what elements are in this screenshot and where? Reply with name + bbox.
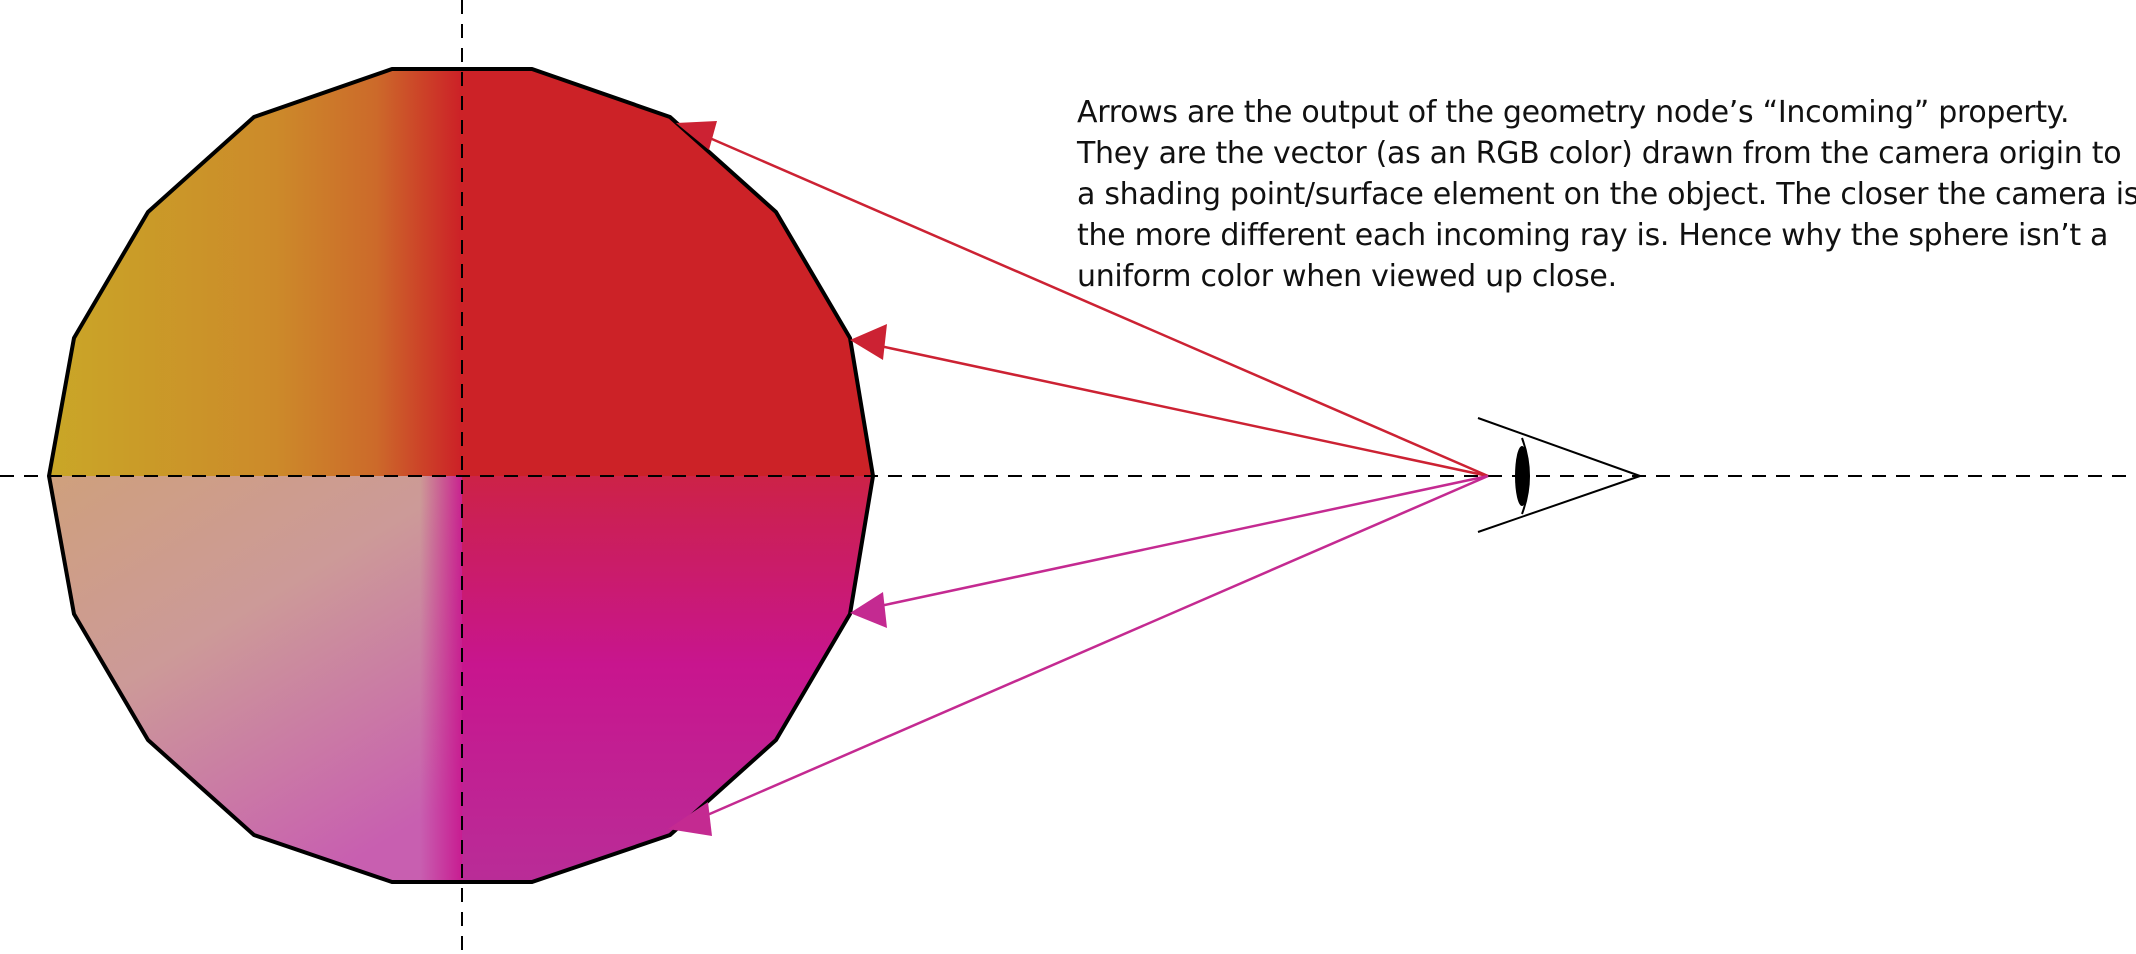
description-line: uniform color when viewed up close. xyxy=(1077,259,1617,294)
ray-4-arrowhead xyxy=(668,802,712,836)
description-line: They are the vector (as an RGB color) dr… xyxy=(1077,136,2122,171)
ray-1-arrowhead xyxy=(676,121,717,150)
eye-icon xyxy=(1477,417,1641,533)
incoming-rays xyxy=(668,121,1489,836)
ray-4 xyxy=(704,474,1489,818)
description-line: the more different each incoming ray is.… xyxy=(1077,218,2109,253)
description-text: Arrows are the output of the geometry no… xyxy=(1077,92,2136,297)
description-line: Arrows are the output of the geometry no… xyxy=(1077,95,2070,130)
ray-3-arrowhead xyxy=(850,592,887,628)
description-line: a shading point/surface element on the o… xyxy=(1077,177,2136,212)
sphere-outline xyxy=(47,67,875,884)
ray-1 xyxy=(704,134,1489,478)
ray-2-arrowhead xyxy=(850,324,887,360)
ray-2 xyxy=(879,344,1489,478)
ray-3 xyxy=(879,474,1489,608)
